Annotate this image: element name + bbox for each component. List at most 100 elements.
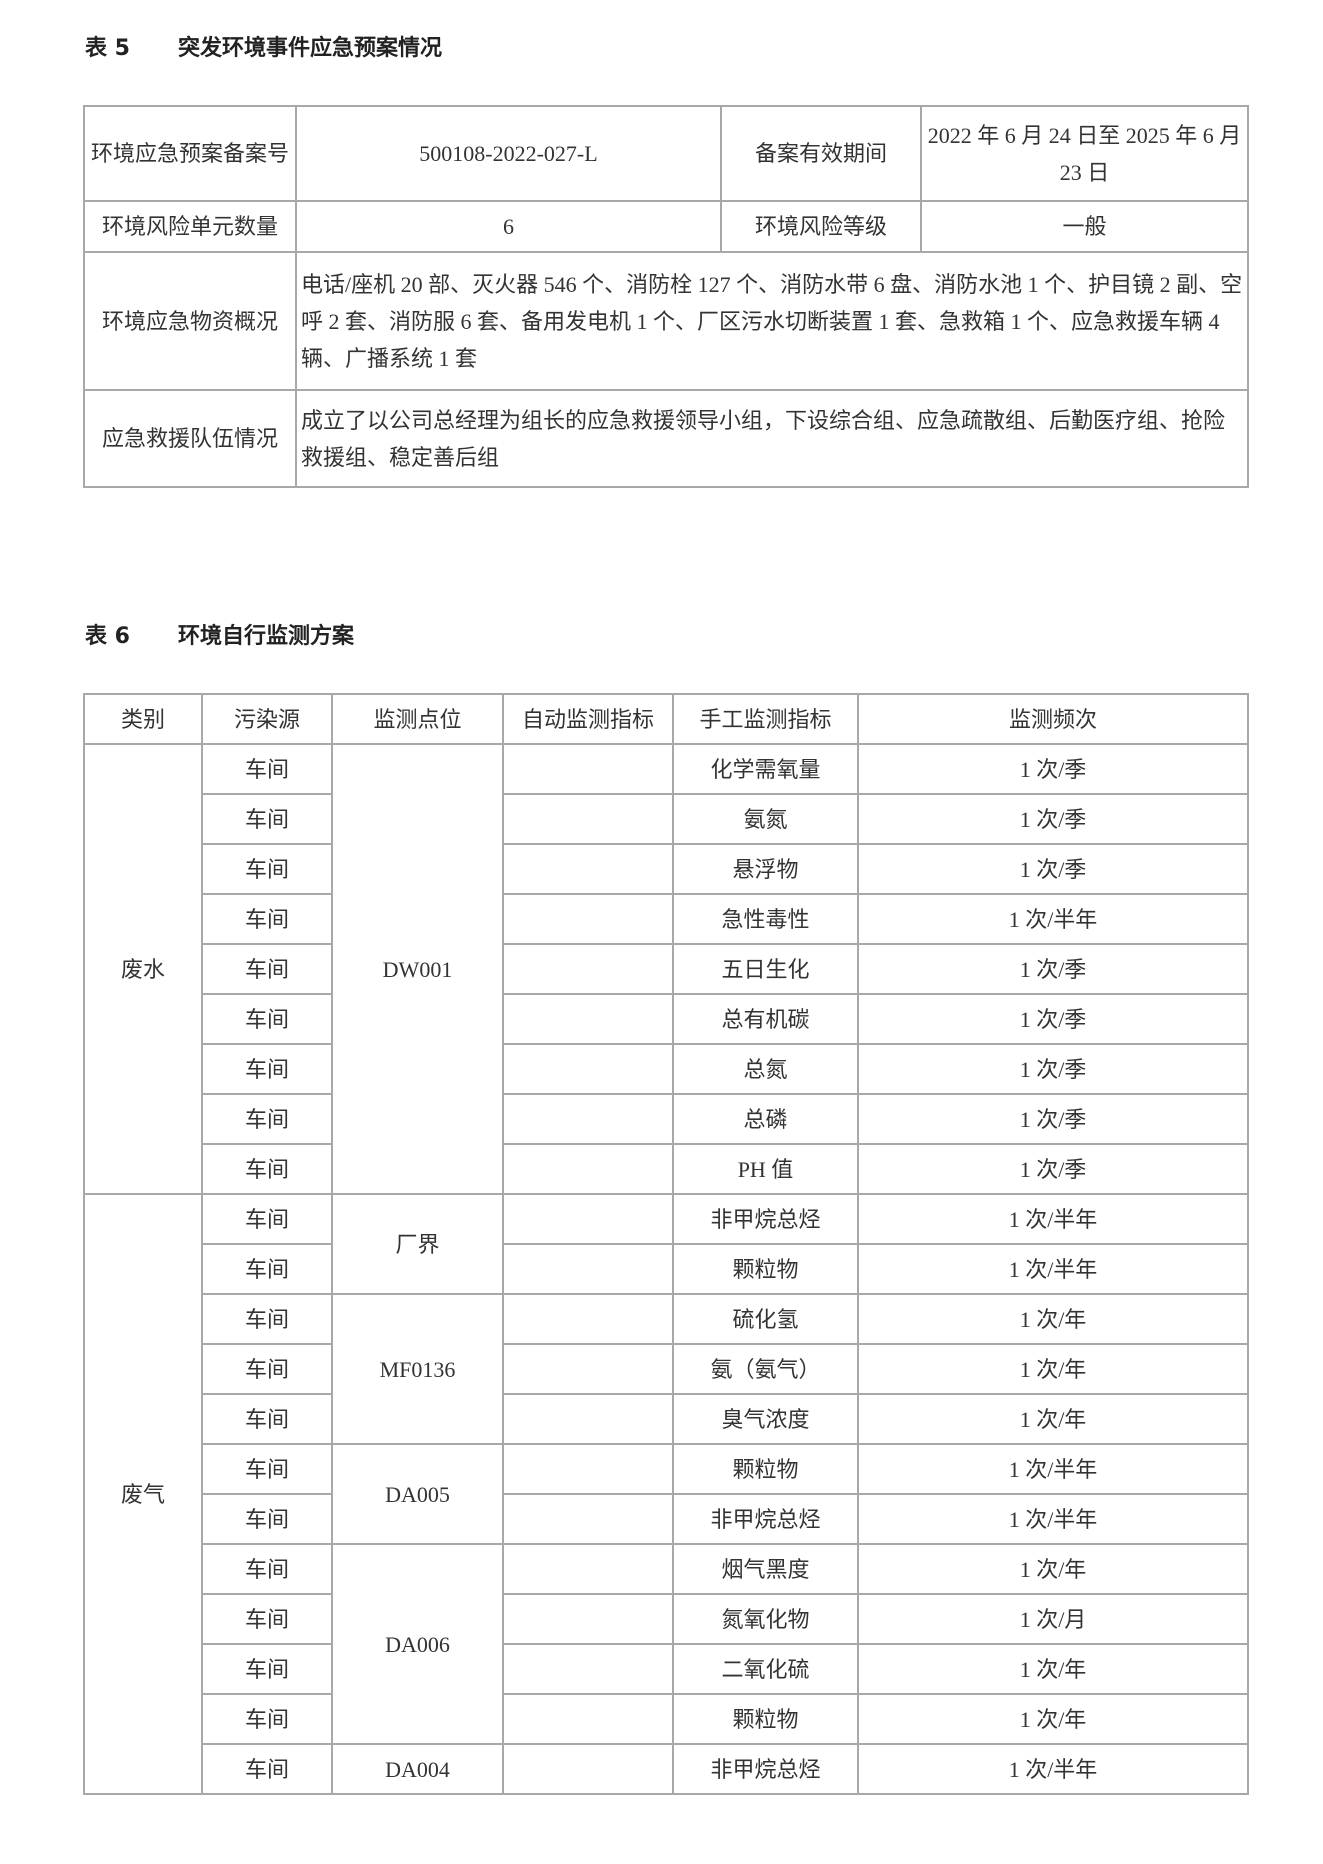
- manual-indicator-cell: PH 值: [672, 1143, 859, 1195]
- validity-label: 备案有效期间: [720, 105, 922, 202]
- source-cell: 车间: [201, 1743, 333, 1795]
- table-row: 车间 二氧化硫 1 次/年: [84, 1643, 1249, 1695]
- source-cell: 车间: [201, 993, 333, 1045]
- auto-indicator-cell: [502, 843, 674, 895]
- auto-indicator-cell: [502, 1443, 674, 1495]
- manual-indicator-cell: 总有机碳: [672, 993, 859, 1045]
- frequency-cell: 1 次/年: [857, 1343, 1249, 1395]
- team-label: 应急救援队伍情况: [83, 389, 297, 488]
- source-cell: 车间: [201, 1243, 333, 1295]
- source-cell: 车间: [201, 743, 333, 795]
- frequency-cell: 1 次/季: [857, 843, 1249, 895]
- point-cell: DA005: [331, 1443, 504, 1545]
- source-cell: 车间: [201, 1543, 333, 1595]
- table-row: 车间 总有机碳 1 次/季: [84, 993, 1249, 1045]
- manual-indicator-cell: 颗粒物: [672, 1443, 859, 1495]
- frequency-cell: 1 次/年: [857, 1543, 1249, 1595]
- header-source: 污染源: [201, 693, 333, 745]
- table6-title: 环境自行监测方案: [178, 624, 355, 649]
- emergency-plan-table: 环境应急预案备案号 500108-2022-027-L 备案有效期间 2022 …: [83, 105, 1249, 488]
- frequency-cell: 1 次/季: [857, 743, 1249, 795]
- auto-indicator-cell: [502, 1293, 674, 1345]
- table-row: 车间 DA006 烟气黑度 1 次/年: [84, 1543, 1249, 1745]
- materials-value: 电话/座机 20 部、灭火器 546 个、消防栓 127 个、消防水带 6 盘、…: [295, 251, 1249, 391]
- risk-level-label: 环境风险等级: [720, 200, 922, 253]
- auto-indicator-cell: [502, 993, 674, 1045]
- frequency-cell: 1 次/季: [857, 943, 1249, 995]
- point-cell: MF0136: [331, 1293, 504, 1445]
- manual-indicator-cell: 非甲烷总烃: [672, 1193, 859, 1245]
- category-cell: 废气: [83, 1193, 203, 1795]
- source-cell: 车间: [201, 1443, 333, 1495]
- table-row: 车间 颗粒物 1 次/年: [84, 1693, 1249, 1745]
- auto-indicator-cell: [502, 1393, 674, 1445]
- auto-indicator-cell: [502, 1693, 674, 1745]
- auto-indicator-cell: [502, 1143, 674, 1195]
- auto-indicator-cell: [502, 1643, 674, 1695]
- frequency-cell: 1 次/季: [857, 793, 1249, 845]
- table-row: 车间 DA005 颗粒物 1 次/半年: [84, 1443, 1249, 1545]
- table-row: 车间 MF0136 硫化氢 1 次/年: [84, 1293, 1249, 1445]
- manual-indicator-cell: 五日生化: [672, 943, 859, 995]
- header-manual: 手工监测指标: [672, 693, 859, 745]
- table5-caption: 表 5 突发环境事件应急预案情况: [85, 30, 442, 62]
- table-row: 车间 非甲烷总烃 1 次/半年: [84, 1493, 1249, 1545]
- frequency-cell: 1 次/年: [857, 1293, 1249, 1345]
- table-row: 环境应急物资概况 电话/座机 20 部、灭火器 546 个、消防栓 127 个、…: [83, 251, 1249, 391]
- table-row: 车间 总磷 1 次/季: [84, 1093, 1249, 1145]
- source-cell: 车间: [201, 1343, 333, 1395]
- auto-indicator-cell: [502, 1493, 674, 1545]
- table-row: 车间 氮氧化物 1 次/月: [84, 1593, 1249, 1645]
- filing-no-label: 环境应急预案备案号: [83, 105, 297, 202]
- auto-indicator-cell: [502, 1193, 674, 1245]
- source-cell: 车间: [201, 843, 333, 895]
- source-cell: 车间: [201, 1593, 333, 1645]
- manual-indicator-cell: 氮氧化物: [672, 1593, 859, 1645]
- point-cell: 厂界: [331, 1193, 504, 1295]
- table-row: 车间 总氮 1 次/季: [84, 1043, 1249, 1095]
- table-row: 车间 臭气浓度 1 次/年: [84, 1393, 1249, 1445]
- source-cell: 车间: [201, 893, 333, 945]
- table-row: 应急救援队伍情况 成立了以公司总经理为组长的应急救援领导小组，下设综合组、应急疏…: [83, 389, 1249, 488]
- source-cell: 车间: [201, 1693, 333, 1745]
- category-cell: 废水: [83, 743, 203, 1195]
- table-row: 车间 氨（氨气） 1 次/年: [84, 1343, 1249, 1395]
- manual-indicator-cell: 化学需氧量: [672, 743, 859, 795]
- table-row: 废水 车间 DW001 化学需氧量 1 次/季: [83, 743, 1249, 1195]
- materials-label: 环境应急物资概况: [83, 251, 297, 391]
- manual-indicator-cell: 非甲烷总烃: [672, 1493, 859, 1545]
- header-auto: 自动监测指标: [502, 693, 674, 745]
- point-cell: DW001: [331, 743, 504, 1195]
- manual-indicator-cell: 氨氮: [672, 793, 859, 845]
- auto-indicator-cell: [502, 793, 674, 845]
- table6-caption: 表 6 环境自行监测方案: [85, 618, 354, 650]
- source-cell: 车间: [201, 793, 333, 845]
- frequency-cell: 1 次/季: [857, 993, 1249, 1045]
- frequency-cell: 1 次/年: [857, 1643, 1249, 1695]
- frequency-cell: 1 次/半年: [857, 1243, 1249, 1295]
- manual-indicator-cell: 总磷: [672, 1093, 859, 1145]
- frequency-cell: 1 次/季: [857, 1093, 1249, 1145]
- frequency-cell: 1 次/半年: [857, 1443, 1249, 1495]
- team-value: 成立了以公司总经理为组长的应急救援领导小组，下设综合组、应急疏散组、后勤医疗组、…: [295, 389, 1249, 488]
- auto-indicator-cell: [502, 1093, 674, 1145]
- point-cell: DA004: [331, 1743, 504, 1795]
- auto-indicator-cell: [502, 1343, 674, 1395]
- auto-indicator-cell: [502, 1593, 674, 1645]
- table5-number: 表 5: [85, 36, 130, 61]
- manual-indicator-cell: 硫化氢: [672, 1293, 859, 1345]
- frequency-cell: 1 次/年: [857, 1693, 1249, 1745]
- frequency-cell: 1 次/半年: [857, 1193, 1249, 1245]
- table6-number: 表 6: [85, 624, 130, 649]
- table-header-row: 类别 污染源 监测点位 自动监测指标 手工监测指标 监测频次: [83, 693, 1249, 745]
- header-point: 监测点位: [331, 693, 504, 745]
- point-cell: DA006: [331, 1543, 504, 1745]
- frequency-cell: 1 次/月: [857, 1593, 1249, 1645]
- risk-level-value: 一般: [920, 200, 1249, 253]
- risk-units-value: 6: [295, 200, 722, 253]
- source-cell: 车间: [201, 1193, 333, 1245]
- source-cell: 车间: [201, 943, 333, 995]
- filing-no-value: 500108-2022-027-L: [295, 105, 722, 202]
- table-row: 废气 车间 厂界 非甲烷总烃 1 次/半年: [83, 1193, 1249, 1795]
- header-category: 类别: [83, 693, 203, 745]
